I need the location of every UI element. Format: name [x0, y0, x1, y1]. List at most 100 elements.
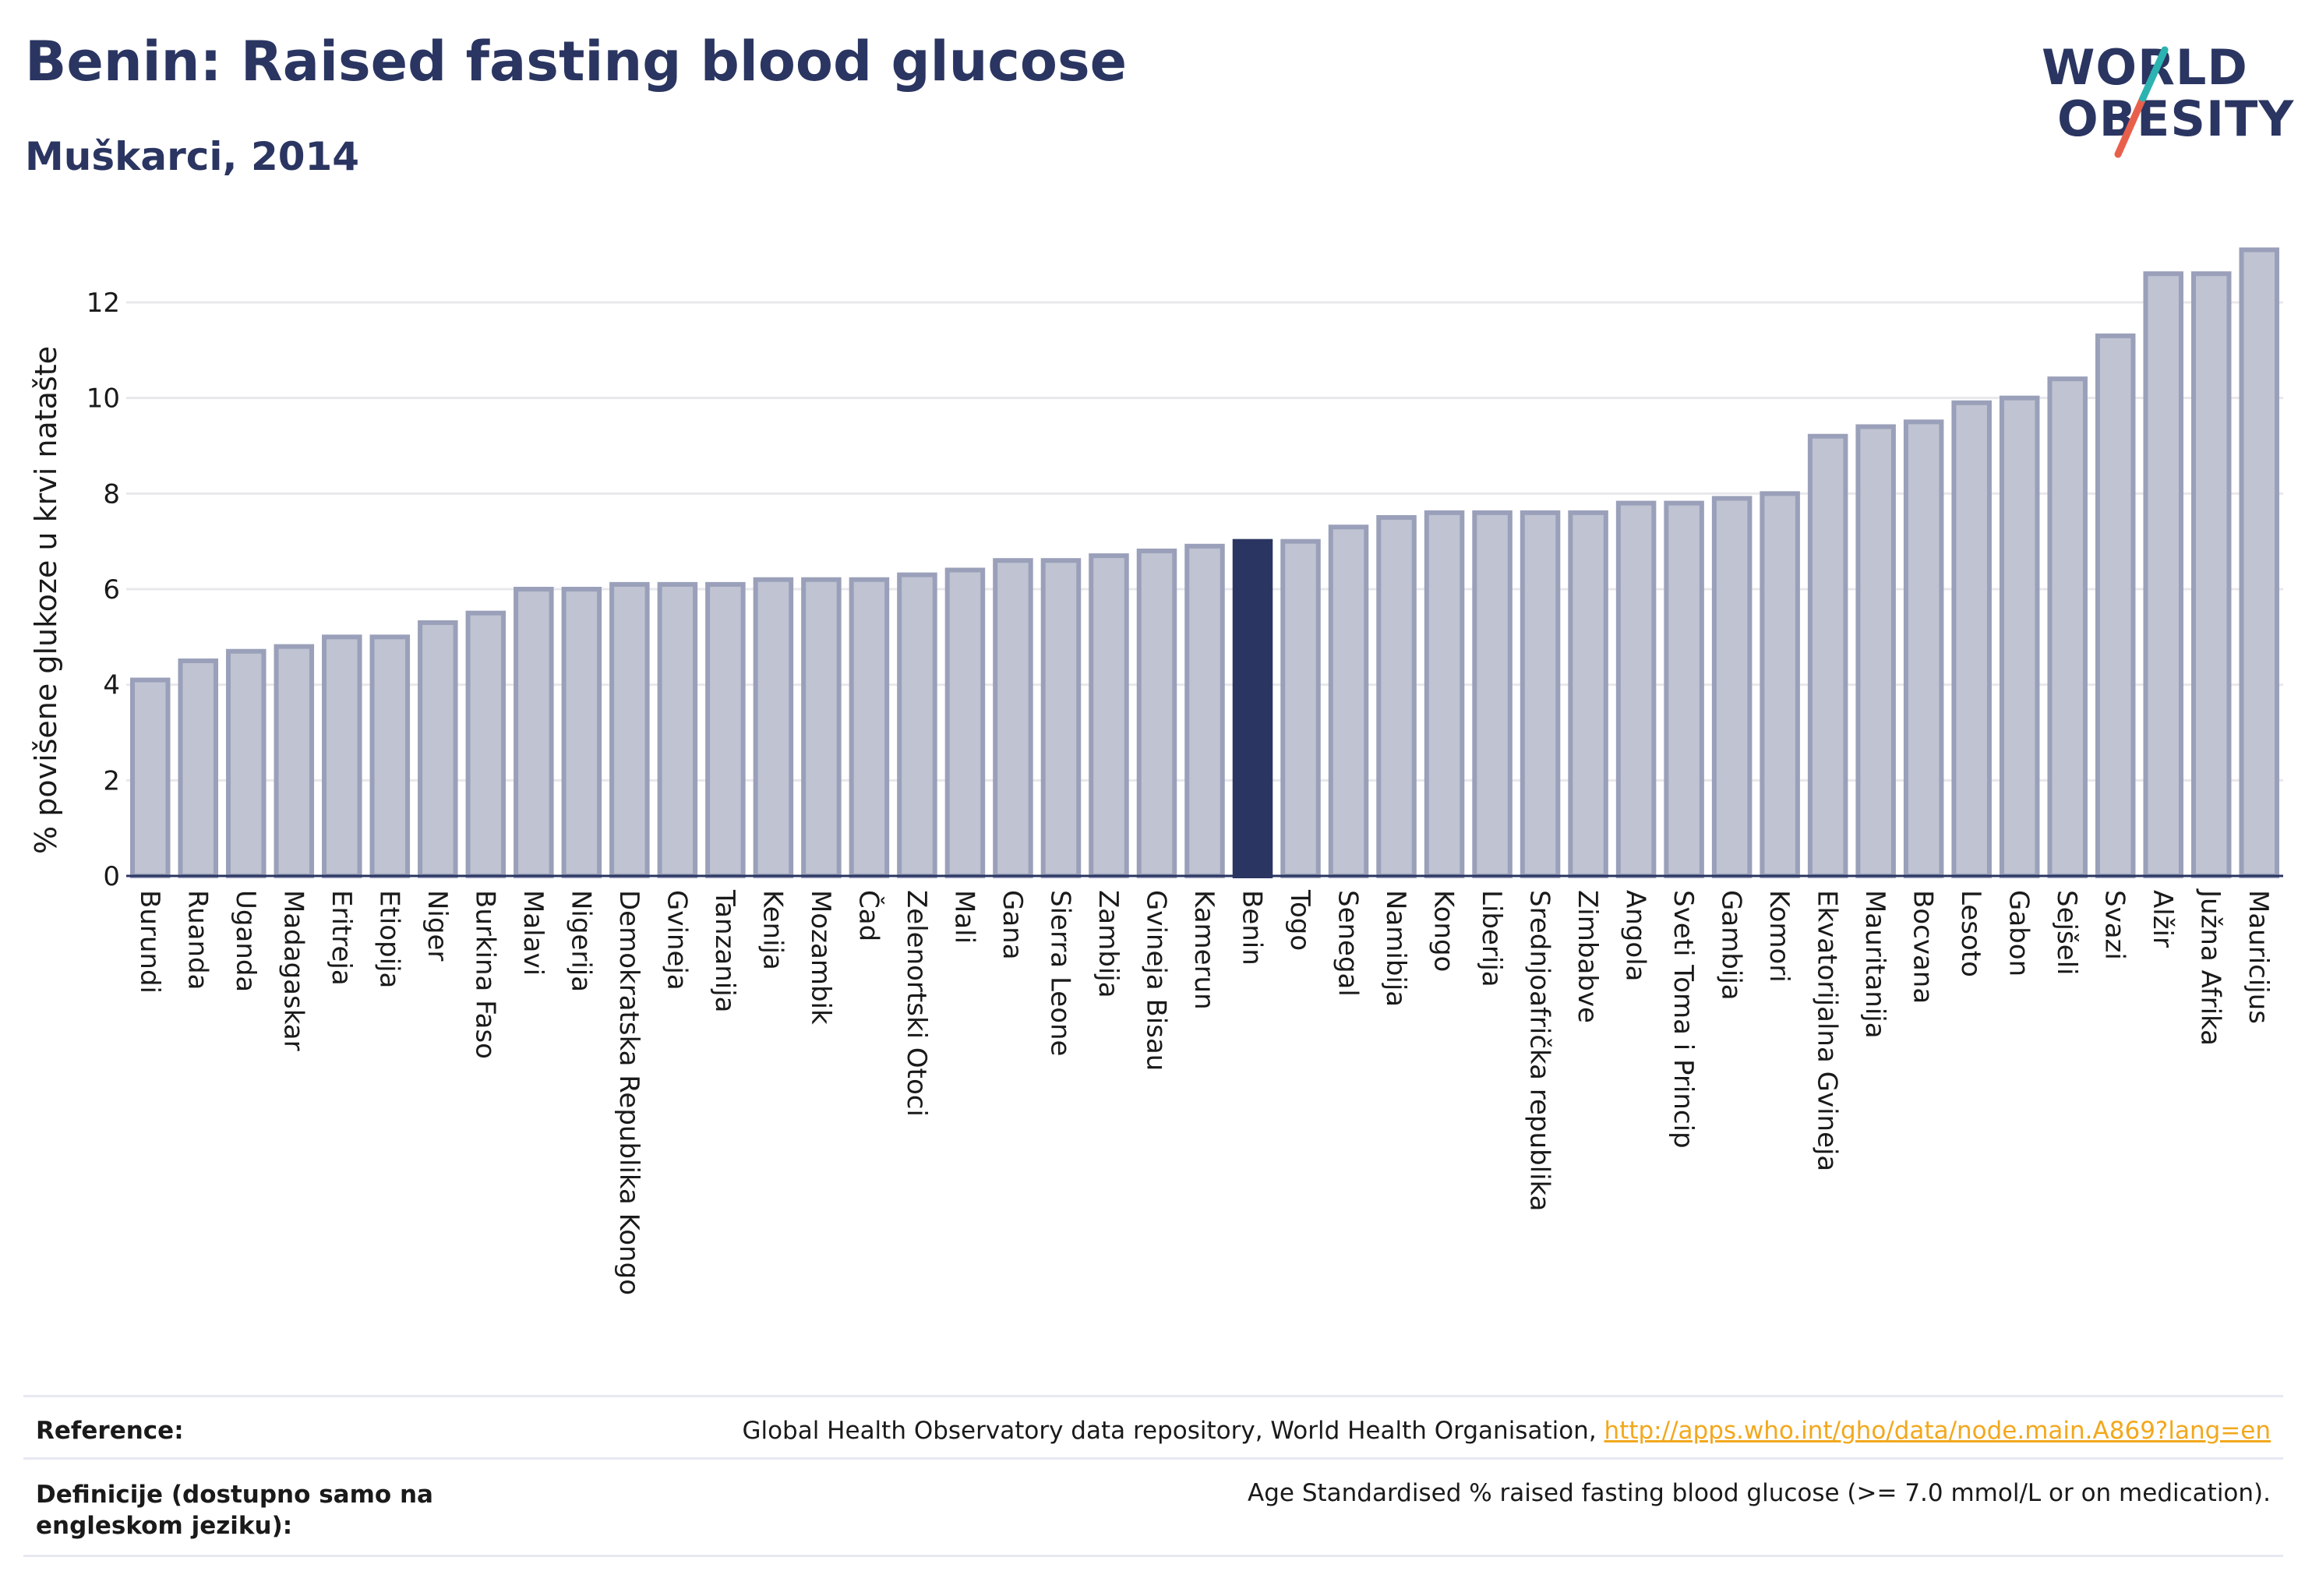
x-tick-label: Nigerija [565, 890, 596, 992]
x-tick-label: Komori [1763, 890, 1795, 983]
bar-sierra-leone [1040, 558, 1082, 878]
chart-subtitle: Muškarci, 2014 [25, 134, 360, 179]
x-tick-label: Demokratska Republika Kongo [613, 890, 644, 1295]
reference-text: Global Health Observatory data repositor… [742, 1417, 1604, 1445]
footer-divider [23, 1555, 2283, 1557]
chart-title: Benin: Raised fasting blood glucose [25, 30, 1128, 94]
x-tick-label: Svazi [2099, 890, 2130, 960]
x-tick-label: Liberija [1476, 890, 1507, 987]
reference-value: Global Health Observatory data repositor… [742, 1417, 2271, 1445]
y-axis-label: % povišene glukoze u krvi natašte [29, 346, 63, 854]
x-tick-label: Etiopija [373, 890, 404, 988]
x-tick-label: Benin [1237, 890, 1268, 966]
x-tick-label: Srednjoafrička republika [1524, 890, 1555, 1211]
bar-bocvana [1903, 419, 1944, 878]
bar-lesoto [1951, 400, 1992, 878]
x-tick-label: Senegal [1333, 890, 1364, 997]
bar-gabon [1999, 395, 2040, 878]
bar-gambija [1711, 496, 1753, 878]
x-tick-label: Mauritanija [1859, 890, 1890, 1039]
logo-slash-icon [2114, 46, 2169, 158]
x-tick-label: Gvineja Bisau [1140, 890, 1171, 1071]
x-tick-label: Namibija [1380, 890, 1411, 1007]
x-tick-label: Kenija [757, 890, 788, 970]
bar-komori [1760, 491, 1800, 878]
x-tick-label: Južna Afrika [2195, 888, 2226, 1046]
bar-čad [849, 577, 890, 878]
x-tick-label: Zelenortski Otoci [901, 890, 932, 1117]
bar-južna-afrika [2190, 271, 2232, 878]
y-tick-label: 8 [103, 478, 120, 510]
x-tick-label: Sveti Toma i Princip [1668, 890, 1699, 1149]
bar-kenija [753, 577, 794, 878]
bar-burkina-faso [465, 610, 507, 879]
bar-ruanda [178, 659, 219, 878]
bar-gana [993, 558, 1033, 878]
reference-label: Reference: [36, 1417, 184, 1445]
bar-sveti-toma-i-princip [1664, 500, 1704, 878]
bar-mali [944, 567, 986, 878]
bars [129, 247, 2280, 879]
x-tick-label: Zambija [1092, 890, 1124, 998]
bar-angola [1615, 500, 1657, 878]
bar-ekvatorijalna-gvineja [1807, 433, 1848, 878]
bar-kongo [1424, 510, 1465, 878]
bar-burundi [129, 677, 171, 878]
x-tick-label: Sejšeli [2051, 890, 2082, 975]
bar-gvineja-bisau [1136, 548, 1177, 879]
bar-etiopija [369, 634, 411, 878]
x-tick-label: Čad [852, 890, 884, 941]
bar-zelenortski-otoci [897, 572, 937, 878]
bar-mauritanija [1855, 424, 1896, 878]
x-tick-label: Mali [948, 890, 980, 944]
x-tick-label: Niger [422, 890, 453, 961]
reference-row: Reference: Global Health Observatory dat… [23, 1403, 2283, 1457]
x-tick-label: Lesoto [1955, 890, 1986, 977]
bar-togo [1280, 538, 1321, 879]
y-tick-label: 0 [103, 861, 120, 892]
bar-zimbabve [1568, 510, 1608, 878]
x-tick-label: Ekvatorijalna Gvineja [1812, 890, 1843, 1171]
y-tick-label: 6 [103, 574, 120, 606]
bar-svazi [2095, 333, 2136, 878]
reference-link[interactable]: http://apps.who.int/gho/data/node.main.A… [1604, 1417, 2271, 1445]
x-tick-label: Kamerun [1188, 890, 1220, 1010]
definition-label: Definicije (dostupno samo na engleskom j… [36, 1481, 433, 1540]
definition-row: Definicije (dostupno samo na engleskom j… [23, 1465, 2283, 1551]
x-tick-label: Burkina Faso [469, 890, 500, 1059]
x-tick-label: Gvineja [661, 890, 692, 990]
x-tick-label: Gambija [1716, 890, 1747, 1001]
definition-value: Age Standardised % raised fasting blood … [1248, 1479, 2271, 1507]
bar-gvineja [657, 581, 698, 878]
x-tick-label: Eritreja [326, 890, 357, 986]
x-tick-label: Gana [997, 890, 1028, 960]
x-tick-label: Alžir [2147, 890, 2178, 948]
y-tick-label: 4 [103, 670, 120, 701]
x-tick-label: Burundi [134, 890, 165, 994]
bar-namibija [1376, 515, 1417, 878]
x-tick-label: Tanzanija [709, 889, 740, 1012]
x-tick-label: Madagaskar [277, 890, 309, 1051]
bar-sejšeli [2047, 376, 2088, 878]
x-tick-label: Gabon [2003, 890, 2035, 976]
x-axis-ticks: Burundi Ruanda Uganda Madagaskar Eritreja Eti… [134, 888, 2274, 1295]
bar-chart: 0 2 4 6 8 10 12 Burundi Ruanda Uganda Madagaskar E… [29, 247, 2283, 1295]
bar-malavi [514, 587, 554, 878]
bar-alžir [2143, 271, 2183, 878]
x-tick-label: Malavi [517, 890, 549, 976]
bar-eritreja [322, 634, 362, 878]
x-tick-label: Uganda [230, 890, 261, 992]
bar-senegal [1328, 524, 1369, 878]
x-tick-label: Ruanda [182, 890, 213, 990]
bar-niger [418, 620, 458, 879]
y-tick-label: 2 [103, 765, 120, 796]
world-obesity-logo: WORLD OBESITY [2026, 31, 2293, 171]
bar-uganda [226, 648, 267, 878]
footer-divider [23, 1395, 2283, 1397]
x-tick-label: Mauricijus [2243, 890, 2274, 1024]
x-tick-label: Zimbabve [1572, 890, 1603, 1023]
x-tick-label: Bocvana [1908, 890, 1939, 1004]
logo-line-1: WORLD [2042, 39, 2248, 96]
bar-madagaskar [274, 644, 315, 878]
x-tick-label: Togo [1284, 889, 1315, 951]
